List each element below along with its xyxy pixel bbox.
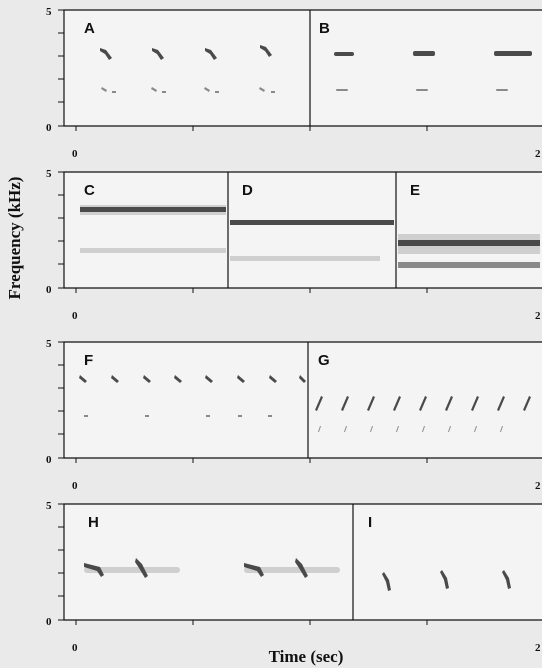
- row-1-x-ticks: [75, 126, 428, 131]
- panel-h-spectrogram: [84, 558, 340, 578]
- panel-label-b: B: [319, 20, 330, 37]
- row-3-y-bottom-label: 0: [46, 454, 52, 466]
- row-4-x-left-label: 0: [72, 642, 78, 654]
- panel-label-g: G: [318, 352, 330, 369]
- row-4-y-ticks: [58, 503, 64, 621]
- x-axis-title: Time (sec): [269, 647, 344, 666]
- panel-d-spectrogram: [230, 220, 394, 261]
- panel-i-spectrogram: [382, 570, 511, 591]
- panel-e-spectrogram: [398, 234, 540, 268]
- row-3-x-ticks: [75, 458, 428, 463]
- panel-label-d: D: [242, 182, 253, 199]
- row-2-y-top-label: 5: [46, 168, 52, 180]
- row-2-y-ticks: [58, 171, 64, 289]
- row-2-x-ticks: [75, 288, 428, 293]
- row-1-y-ticks: [58, 9, 64, 127]
- row-4-y-bottom-label: 0: [46, 616, 52, 628]
- row-3: 5 0 0 2 F G: [46, 338, 542, 492]
- row-1: 5 0 0 2 A B: [46, 6, 542, 160]
- panel-f-spectrogram: [79, 375, 306, 417]
- row-2: 5 0 0 2 C D E: [46, 168, 542, 322]
- panel-label-a: A: [84, 20, 95, 37]
- row-3-x-left-label: 0: [72, 480, 78, 492]
- row-4-y-top-label: 5: [46, 500, 52, 512]
- row-3-x-right-label: 2: [535, 480, 541, 492]
- row-4: 5 0 0 2 H I: [46, 500, 542, 654]
- row-2-y-bottom-label: 0: [46, 284, 52, 296]
- row-2-x-left-label: 0: [72, 310, 78, 322]
- row-3-y-ticks: [58, 341, 64, 459]
- row-1-y-bottom-label: 0: [46, 122, 52, 134]
- row-2-x-right-label: 2: [535, 310, 541, 322]
- row-1-x-right-label: 2: [535, 148, 541, 160]
- row-4-x-ticks: [75, 620, 428, 625]
- panel-g-spectrogram: [315, 396, 531, 432]
- panel-label-e: E: [410, 182, 420, 199]
- y-axis-title: Frequency (kHz): [5, 177, 24, 300]
- panel-b-spectrogram: [334, 51, 532, 91]
- panel-label-h: H: [88, 514, 99, 531]
- panel-label-c: C: [84, 182, 95, 199]
- panel-label-i: I: [368, 514, 372, 531]
- row-1-y-top-label: 5: [46, 6, 52, 18]
- panel-label-f: F: [84, 352, 93, 369]
- row-1-x-left-label: 0: [72, 148, 78, 160]
- row-4-x-right-label: 2: [535, 642, 541, 654]
- row-3-y-top-label: 5: [46, 338, 52, 350]
- panel-c-spectrogram: [80, 205, 226, 253]
- panel-a-spectrogram: [100, 45, 275, 93]
